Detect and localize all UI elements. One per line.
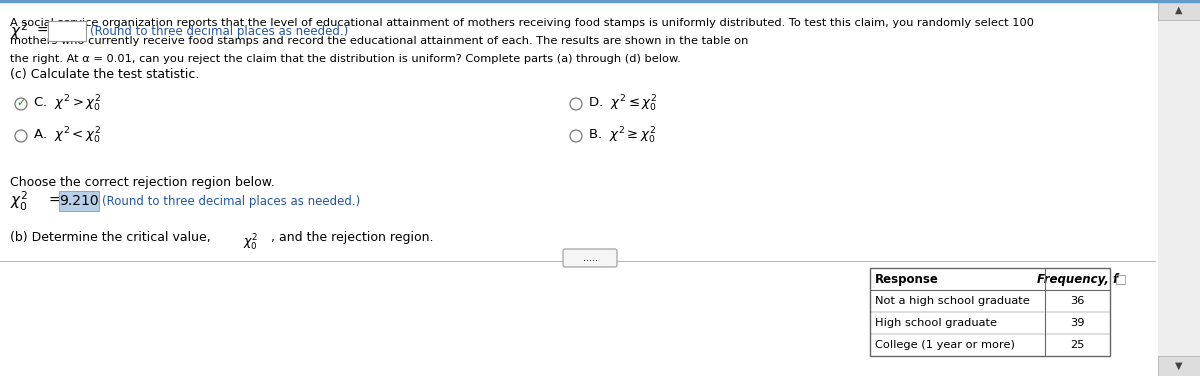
Text: Frequency, f: Frequency, f xyxy=(1037,273,1118,285)
Text: A social service organization reports that the level of educational attainment o: A social service organization reports th… xyxy=(10,18,1034,28)
Text: ▲: ▲ xyxy=(1175,5,1183,15)
Text: the right. At α = 0.01, can you reject the claim that the distribution is unifor: the right. At α = 0.01, can you reject t… xyxy=(10,54,680,64)
Text: mothers who currently receive food stamps and record the educational attainment : mothers who currently receive food stamp… xyxy=(10,36,749,46)
Text: Not a high school graduate: Not a high school graduate xyxy=(875,296,1030,306)
Text: (Round to three decimal places as needed.): (Round to three decimal places as needed… xyxy=(102,194,360,208)
Bar xyxy=(1158,356,1200,376)
Text: (Round to three decimal places as needed.): (Round to three decimal places as needed… xyxy=(90,24,348,38)
Text: $\chi^2_0$: $\chi^2_0$ xyxy=(10,190,28,212)
Text: D.  $\chi^2 \leq \chi^2_0$: D. $\chi^2 \leq \chi^2_0$ xyxy=(588,94,658,114)
FancyBboxPatch shape xyxy=(59,191,98,211)
Text: (b) Determine the critical value,: (b) Determine the critical value, xyxy=(10,231,215,244)
Text: Response: Response xyxy=(875,273,938,285)
FancyBboxPatch shape xyxy=(563,249,617,267)
Text: =: = xyxy=(48,194,60,208)
Circle shape xyxy=(570,98,582,110)
Text: C.  $\chi^2 > \chi^2_0$: C. $\chi^2 > \chi^2_0$ xyxy=(34,94,101,114)
Text: $\chi^2_0$: $\chi^2_0$ xyxy=(242,233,258,253)
Text: Choose the correct rejection region below.: Choose the correct rejection region belo… xyxy=(10,176,275,189)
Text: $\chi^2$: $\chi^2$ xyxy=(10,20,28,42)
Bar xyxy=(48,21,86,41)
Text: (c) Calculate the test statistic.: (c) Calculate the test statistic. xyxy=(10,68,199,81)
Text: □: □ xyxy=(1115,273,1127,285)
Circle shape xyxy=(14,130,28,142)
Text: B.  $\chi^2 \geq \chi^2_0$: B. $\chi^2 \geq \chi^2_0$ xyxy=(588,126,656,146)
Circle shape xyxy=(570,130,582,142)
Text: 9.210: 9.210 xyxy=(59,194,98,208)
Text: ▼: ▼ xyxy=(1175,361,1183,371)
Text: A.  $\chi^2 < \chi^2_0$: A. $\chi^2 < \chi^2_0$ xyxy=(34,126,101,146)
Text: , and the rejection region.: , and the rejection region. xyxy=(271,231,433,244)
Bar xyxy=(870,268,1110,356)
Text: ✓: ✓ xyxy=(17,98,25,108)
Text: .....: ..... xyxy=(582,253,598,263)
Text: 36: 36 xyxy=(1070,296,1085,306)
Text: 39: 39 xyxy=(1070,318,1085,328)
Text: High school graduate: High school graduate xyxy=(875,318,997,328)
Circle shape xyxy=(14,98,28,110)
Text: College (1 year or more): College (1 year or more) xyxy=(875,340,1015,350)
Text: =: = xyxy=(36,24,48,38)
Bar xyxy=(1158,0,1200,20)
Bar xyxy=(1158,0,1200,376)
Text: 25: 25 xyxy=(1070,340,1085,350)
